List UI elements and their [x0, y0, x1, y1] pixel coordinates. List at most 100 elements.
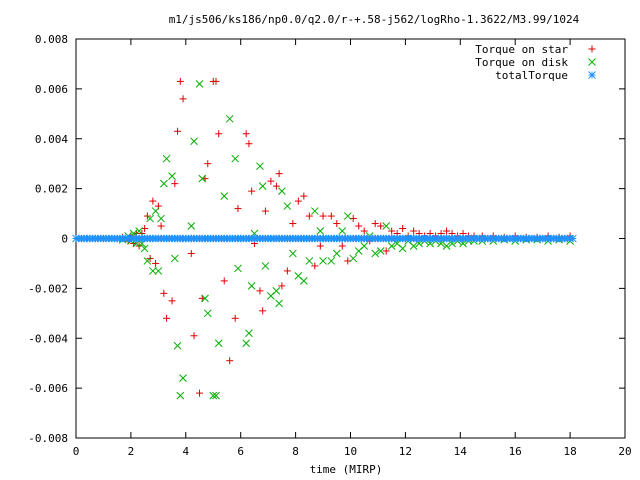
data-point [272, 287, 281, 295]
x-tick-label: 10 [344, 445, 357, 458]
data-point [275, 299, 283, 308]
data-point [174, 127, 182, 135]
data-point [267, 177, 275, 185]
data-point [310, 207, 319, 215]
data-point [382, 247, 390, 255]
data-point [360, 227, 368, 235]
data-point [371, 220, 379, 228]
data-point [179, 95, 187, 103]
data-point [300, 192, 308, 200]
data-point [231, 154, 240, 163]
data-point [242, 130, 250, 138]
data-point [338, 242, 346, 250]
data-point [360, 242, 369, 250]
data-point [220, 192, 229, 200]
data-point [157, 214, 165, 223]
axis-ticks: 0 2 4 6 8 10 12 14 16 18 20 -0.008 -0.006 -0.004 -0.00… [28, 33, 631, 458]
data-point [187, 222, 196, 230]
data-point [212, 77, 220, 85]
data-point [332, 249, 341, 258]
data-point [198, 174, 207, 183]
data-point [398, 244, 407, 253]
chart-title: m1/js506/ks186/np0.0/q2.0/r-+.58-j562/lo… [169, 13, 580, 26]
data-point [242, 339, 251, 348]
data-point [143, 257, 152, 265]
data-point [234, 264, 242, 273]
x-tick-label: 8 [292, 445, 299, 458]
data-point [272, 182, 280, 190]
data-point [275, 170, 283, 178]
data-point [152, 259, 160, 267]
data-point [261, 207, 269, 215]
data-point [168, 297, 176, 305]
data-point [245, 329, 253, 338]
data-point [319, 257, 327, 265]
data-series [72, 77, 577, 400]
data-point [349, 254, 358, 263]
data-point [209, 391, 218, 400]
data-point [376, 247, 385, 255]
data-point [568, 234, 577, 243]
data-point [212, 391, 220, 400]
data-point [377, 222, 385, 230]
data-point [289, 249, 297, 258]
legend-marker [588, 58, 596, 66]
data-point [343, 212, 352, 220]
data-point [190, 137, 198, 146]
data-point [410, 227, 418, 235]
data-point [387, 242, 396, 250]
x-tick-label: 20 [618, 445, 631, 458]
data-point [261, 262, 270, 270]
data-point [316, 242, 324, 250]
y-tick-label: 0.002 [35, 183, 68, 196]
data-point [154, 267, 163, 275]
legend-marker [588, 71, 596, 79]
y-tick-label: -0.008 [28, 432, 68, 445]
data-point [399, 225, 407, 233]
x-tick-label: 2 [128, 445, 135, 458]
data-point [149, 267, 157, 275]
data-point [225, 114, 234, 123]
y-tick-label: 0.006 [35, 83, 68, 96]
data-point [333, 220, 341, 228]
data-point [171, 180, 179, 188]
x-tick-label: 4 [182, 445, 189, 458]
data-point [168, 172, 176, 181]
data-point [204, 160, 212, 168]
data-point [305, 212, 313, 220]
data-point [151, 207, 160, 215]
data-point [289, 220, 297, 228]
data-point [159, 179, 168, 188]
data-point [234, 205, 242, 213]
data-point [226, 357, 234, 365]
data-point [311, 262, 319, 270]
data-point [149, 197, 157, 205]
y-tick-label: -0.006 [28, 382, 68, 395]
data-point [187, 249, 195, 257]
data-point [278, 282, 286, 290]
x-tick-label: 0 [73, 445, 80, 458]
data-point [163, 314, 171, 322]
legend-marker [588, 45, 596, 53]
data-point [258, 182, 267, 190]
data-point [247, 282, 256, 290]
data-point [278, 187, 286, 195]
data-point [283, 202, 292, 210]
data-point [316, 227, 325, 235]
data-point [146, 214, 154, 223]
y-tick-label: 0 [61, 233, 68, 246]
data-point [442, 242, 451, 250]
data-point [299, 277, 308, 285]
data-point [319, 212, 327, 220]
y-tick-label: -0.004 [28, 332, 68, 345]
data-point [355, 222, 363, 230]
data-point [190, 332, 198, 340]
data-point [176, 77, 184, 85]
data-point [283, 267, 291, 275]
data-point [195, 80, 204, 88]
data-point [215, 130, 223, 138]
x-tick-label: 16 [509, 445, 522, 458]
data-point [201, 294, 209, 303]
